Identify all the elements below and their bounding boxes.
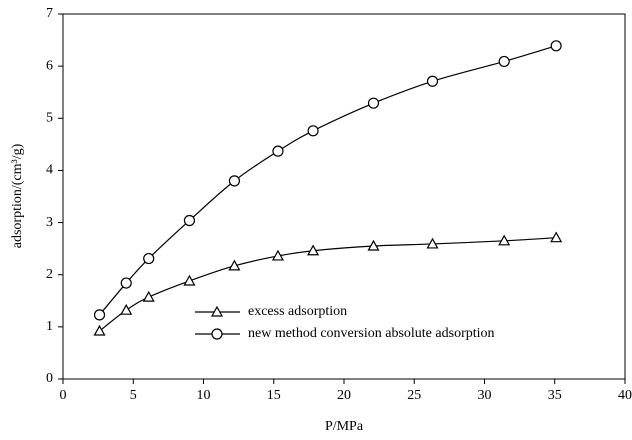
marker-circle <box>120 277 132 289</box>
marker-triangle <box>93 324 106 336</box>
marker-triangle <box>550 231 563 243</box>
marker-circle <box>211 328 223 340</box>
y-tick-label: 3 <box>46 215 53 230</box>
marker-circle <box>228 175 241 187</box>
marker-triangle <box>210 305 224 317</box>
x-tick-label: 35 <box>548 388 562 403</box>
marker-circle <box>307 125 319 137</box>
y-tick-label: 1 <box>46 319 53 334</box>
marker-triangle <box>120 303 133 315</box>
y-tick-label: 2 <box>46 267 53 282</box>
marker-circle <box>93 309 106 321</box>
marker-circle <box>183 214 196 227</box>
marker-circle <box>498 55 510 68</box>
y-tick-label: 0 <box>46 371 53 386</box>
legend-label: excess adsorption <box>248 304 347 319</box>
marker-triangle <box>183 274 196 286</box>
y-axis-label: adsorption/(cm³/g) <box>10 143 25 248</box>
marker-triangle <box>498 234 511 246</box>
marker-triangle <box>307 244 320 256</box>
x-tick-label: 0 <box>60 388 67 403</box>
marker-triangle <box>426 237 439 249</box>
legend-label: new method conversion absolute adsorptio… <box>248 326 495 341</box>
x-tick-label: 20 <box>337 388 351 403</box>
plot-frame <box>62 13 626 380</box>
y-tick-label: 5 <box>46 111 53 126</box>
x-tick-label: 5 <box>130 388 137 403</box>
y-tick-label: 6 <box>46 58 53 73</box>
marker-circle <box>272 145 284 157</box>
marker-circle <box>426 75 439 87</box>
x-tick-label: 30 <box>478 388 492 403</box>
x-tick-label: 10 <box>197 388 211 403</box>
x-tick-label: 40 <box>618 388 632 403</box>
marker-circle <box>550 40 562 52</box>
marker-circle <box>143 252 155 265</box>
x-tick-label: 25 <box>407 388 421 403</box>
marker-triangle <box>142 290 155 302</box>
y-tick-label: 4 <box>46 163 53 178</box>
marker-triangle <box>228 259 241 271</box>
series-line <box>99 45 557 316</box>
marker-triangle <box>271 249 284 261</box>
marker-circle <box>367 97 380 109</box>
marker-triangle <box>367 239 380 251</box>
x-axis-label: P/MPa <box>325 419 364 434</box>
x-tick-label: 15 <box>267 388 281 403</box>
y-tick-label: 7 <box>46 6 53 21</box>
